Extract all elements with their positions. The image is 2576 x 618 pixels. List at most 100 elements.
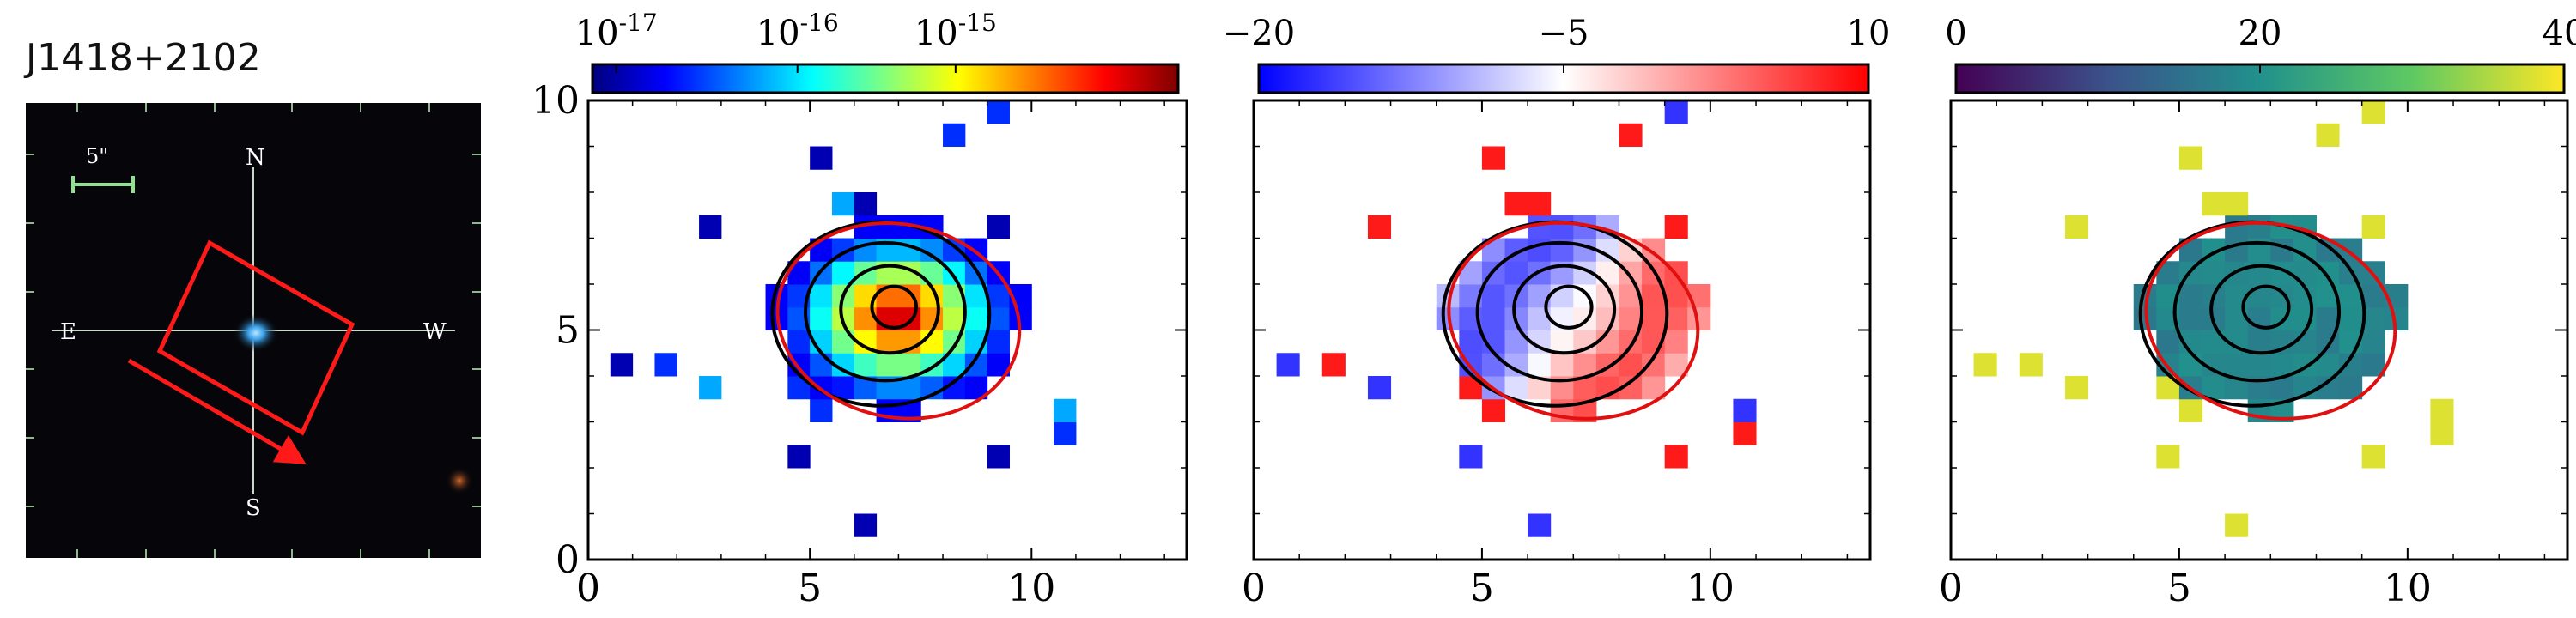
map-pixel [2156, 330, 2180, 354]
x-tick-label: 10 [1686, 566, 1735, 610]
scale-bar [71, 176, 135, 193]
map-pixel [654, 353, 677, 377]
colorbar-tick-label: 10-16 [756, 9, 839, 53]
contour-line [803, 240, 967, 383]
map-pixel [1367, 215, 1392, 239]
map-pixel [2225, 192, 2249, 216]
map-pixel [1504, 192, 1528, 216]
map-pixel [987, 330, 1010, 354]
panel-velocity: −20 −5 10 0 5 10 [1223, 14, 1891, 610]
contour-line [839, 264, 940, 355]
colorbar-tick-label: 20 [2239, 14, 2282, 53]
map-pixel [810, 146, 833, 170]
map-pixel [854, 513, 878, 537]
map-pixel [2202, 376, 2226, 400]
star-blob [446, 467, 473, 494]
map-pixel [2156, 445, 2180, 469]
map-pixel [1733, 421, 1757, 445]
map-pixel [1528, 238, 1552, 262]
colorbar-tick-label: −20 [1223, 14, 1295, 53]
map-pixel [1550, 215, 1574, 239]
colorbar-tick-label: −5 [1539, 14, 1589, 53]
map-pixel [1504, 330, 1528, 354]
colorbar [591, 63, 1180, 94]
contour-line [870, 284, 919, 330]
compass-west: W [423, 319, 447, 345]
map-pixel [2225, 353, 2249, 377]
map-pixel [2064, 376, 2089, 400]
map-pixel [2178, 353, 2203, 377]
y-tick-label: 0 [556, 538, 580, 582]
map-pixel [2270, 353, 2294, 377]
map-pixel [1481, 398, 1506, 422]
map-pixel [876, 353, 899, 377]
map-pixel [2316, 123, 2340, 147]
compass-east: E [60, 319, 76, 345]
colorbar-tick-label: 10-15 [914, 9, 997, 53]
map-pixel [2178, 398, 2203, 422]
map-pixel [1528, 513, 1552, 537]
map-pixel [1733, 398, 1757, 422]
map-pixel [787, 445, 811, 469]
map-pixel [1664, 445, 1688, 469]
map-pixel [964, 306, 988, 330]
object-title: J1418+2102 [26, 36, 261, 80]
map-pixel [1664, 100, 1688, 124]
map-pixel [1642, 306, 1666, 330]
map-pixel [831, 192, 855, 216]
map-pixel [2293, 261, 2317, 285]
map-pixel [920, 261, 944, 285]
x-tick-label: 0 [1242, 566, 1266, 610]
map-pixel [699, 215, 722, 239]
map-pixel [943, 261, 966, 285]
map-pixel [876, 215, 899, 239]
map-pixel [987, 284, 1010, 308]
map-pixel [1573, 353, 1597, 377]
map-pixel [1459, 445, 1483, 469]
map-pixel [2202, 192, 2226, 216]
compass-south: S [246, 495, 261, 521]
x-tick-label: 5 [2167, 566, 2191, 610]
galaxy-blob [234, 314, 278, 352]
panel-flux: 10-17 10-16 10-15 0 5 10 0 5 10 [532, 9, 1188, 610]
map-pixel [2202, 330, 2226, 354]
map-pixel [787, 330, 811, 354]
map-pixel [1459, 330, 1483, 354]
map-pixel [1054, 398, 1077, 422]
thumbnail-ticks [26, 103, 481, 558]
x-tick-label: 10 [2384, 566, 2432, 610]
colorbar-tick-label: 0 [1945, 14, 1966, 53]
map-pixel [2247, 353, 2271, 377]
fit-ellipse [775, 221, 1022, 421]
map-pixel [2361, 445, 2385, 469]
map-pixel [1664, 330, 1688, 354]
x-tick-label: 0 [576, 566, 600, 610]
map-pixel [1481, 146, 1506, 170]
map-pixel [1664, 215, 1688, 239]
map-pixel [876, 330, 899, 354]
map-pixel [2361, 100, 2385, 124]
map-pixel [1481, 284, 1506, 308]
map-pixel [1367, 376, 1392, 400]
y-tick-label: 5 [556, 309, 580, 353]
x-tick-label: 0 [1939, 566, 1963, 610]
map-pixel [1973, 353, 1997, 377]
map-pixel [2430, 398, 2454, 422]
colorbar-tick-label: 40 [2543, 14, 2576, 53]
contour-line [2209, 264, 2314, 355]
contour-line [1544, 284, 1594, 330]
map-pixel [2178, 146, 2203, 170]
map-pixel [831, 330, 855, 354]
map-pixel [610, 353, 634, 377]
map-pixel [810, 284, 833, 308]
map-pixel [987, 445, 1010, 469]
map-pixel [987, 100, 1010, 124]
map-pixel [1321, 353, 1346, 377]
slit-box [156, 239, 355, 436]
contour-line [2172, 240, 2342, 383]
map-pixel [2247, 330, 2271, 354]
compass-north: N [246, 145, 265, 171]
map-pixel [943, 123, 966, 147]
map-pixel [1528, 353, 1552, 377]
